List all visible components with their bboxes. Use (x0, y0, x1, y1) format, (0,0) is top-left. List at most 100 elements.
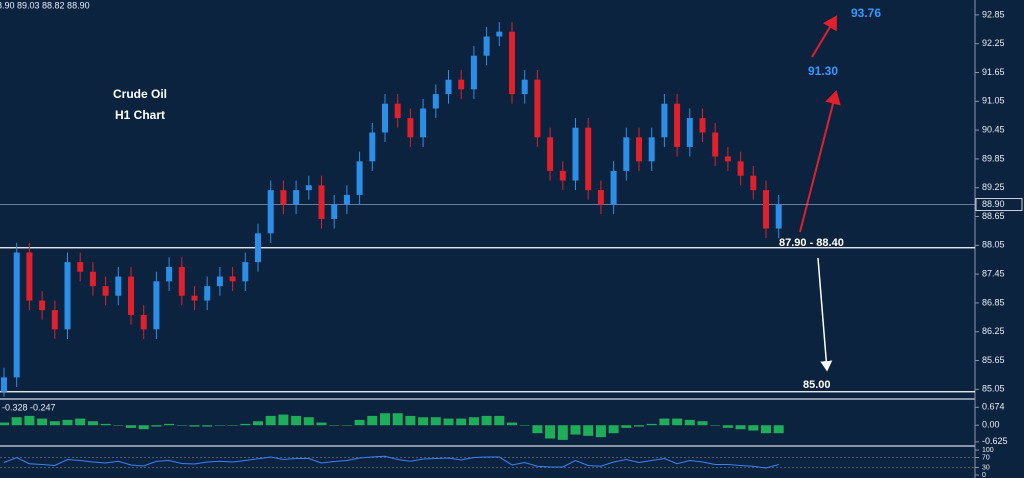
candle-body (1, 377, 7, 392)
macd-bar (684, 419, 695, 426)
y-tick-label: 90.45 (982, 124, 1005, 134)
macd-bar (583, 425, 594, 436)
candle-body (585, 127, 592, 191)
macd-bar (202, 425, 213, 427)
macd-bar (430, 417, 441, 426)
macd-bar (0, 422, 9, 426)
macd-bar (418, 417, 429, 426)
macd-bar (532, 425, 543, 434)
macd-bar (62, 419, 73, 426)
macd-bar (735, 425, 746, 430)
candle-body (661, 103, 668, 138)
last-price-label: 88.90 (982, 199, 1005, 209)
macd-bar (87, 421, 98, 426)
candle-body (293, 190, 300, 205)
y-tick-label: 30 (982, 464, 990, 471)
candle-body (394, 103, 401, 119)
candle-body (51, 310, 58, 330)
macd-bar (176, 425, 187, 426)
annotation: 85.00 (803, 379, 831, 391)
candle-body (509, 31, 515, 95)
macd-bar (545, 425, 556, 439)
macd-bar (634, 425, 644, 427)
y-tick-label: 91.05 (982, 96, 1005, 106)
candle-body (623, 137, 630, 171)
macd-bar (291, 415, 302, 426)
candle-body (547, 137, 554, 171)
macd-bar (722, 425, 733, 428)
y-tick-label: 86.25 (982, 326, 1005, 336)
annotation: H1 Chart (115, 108, 165, 122)
y-tick-label: 0 (982, 472, 986, 478)
candle-body (39, 300, 46, 311)
arrow (817, 257, 833, 372)
candle-body (712, 132, 719, 157)
candle-body (699, 118, 706, 133)
candle-body (26, 252, 33, 301)
macd-bar (392, 413, 403, 426)
macd-bar (748, 425, 759, 431)
macd-bar (37, 418, 48, 426)
candle-body (77, 262, 84, 272)
candle-body (534, 79, 541, 138)
candle-body (382, 103, 388, 133)
candle-body (191, 295, 198, 301)
candle-body (483, 36, 490, 56)
macd-bar (773, 425, 784, 434)
macd-bar (227, 425, 238, 426)
y-tick-label: 70 (982, 454, 990, 461)
candle-body (559, 170, 566, 181)
candle-body (115, 276, 122, 296)
macd-bar (138, 425, 149, 430)
last-price-box (975, 198, 1023, 212)
candle-body (128, 276, 134, 315)
candle-body (305, 185, 312, 191)
candle-body (775, 204, 782, 229)
macd-bar (697, 421, 708, 426)
macd-bar (113, 425, 124, 426)
candle-body (407, 118, 414, 138)
y-tick-label: 85.05 (982, 384, 1005, 394)
candle-body (763, 190, 769, 229)
macd-bar (557, 425, 568, 440)
macd-bar (672, 418, 683, 426)
macd-bar (443, 418, 454, 426)
macd-bar (405, 415, 416, 426)
macd-bar (240, 423, 251, 426)
candle-body (331, 204, 338, 219)
candle-body (343, 194, 350, 205)
y-tick-label: -0.625 (982, 436, 1008, 446)
macd-bar (380, 413, 390, 426)
macd-bar (265, 415, 276, 426)
annotation: Crude Oil (113, 87, 167, 101)
macd-bar (570, 425, 581, 435)
candle-body (255, 233, 261, 263)
y-tick-label: 85.65 (982, 355, 1005, 365)
y-tick-label: 91.65 (982, 67, 1005, 77)
ohlc-label: 8.90 89.03 88.82 88.90 (0, 0, 90, 10)
candle-body (686, 118, 693, 147)
macd-bar (151, 425, 162, 427)
candle-body (597, 190, 604, 205)
y-tick-label: 92.25 (982, 38, 1005, 48)
y-tick-label: 89.25 (982, 182, 1005, 192)
y-tick-label: 88.65 (982, 211, 1005, 221)
macd-bar (278, 414, 289, 426)
candle-body (204, 286, 211, 301)
candle-body (216, 276, 223, 287)
macd-bar (494, 415, 505, 426)
candle-body (267, 190, 274, 234)
candle-body (496, 31, 503, 37)
candle-body (242, 262, 249, 282)
y-tick-label: 87.45 (982, 269, 1005, 279)
arrow (799, 90, 841, 233)
macd-bar (341, 425, 352, 426)
macd-bar (710, 425, 721, 426)
candle-body (369, 132, 376, 162)
y-tick-label: 88.05 (982, 240, 1005, 250)
candle-body (470, 55, 477, 90)
y-tick-label: 89.85 (982, 153, 1005, 163)
macd-bar (126, 425, 136, 428)
macd-bar (507, 422, 517, 426)
